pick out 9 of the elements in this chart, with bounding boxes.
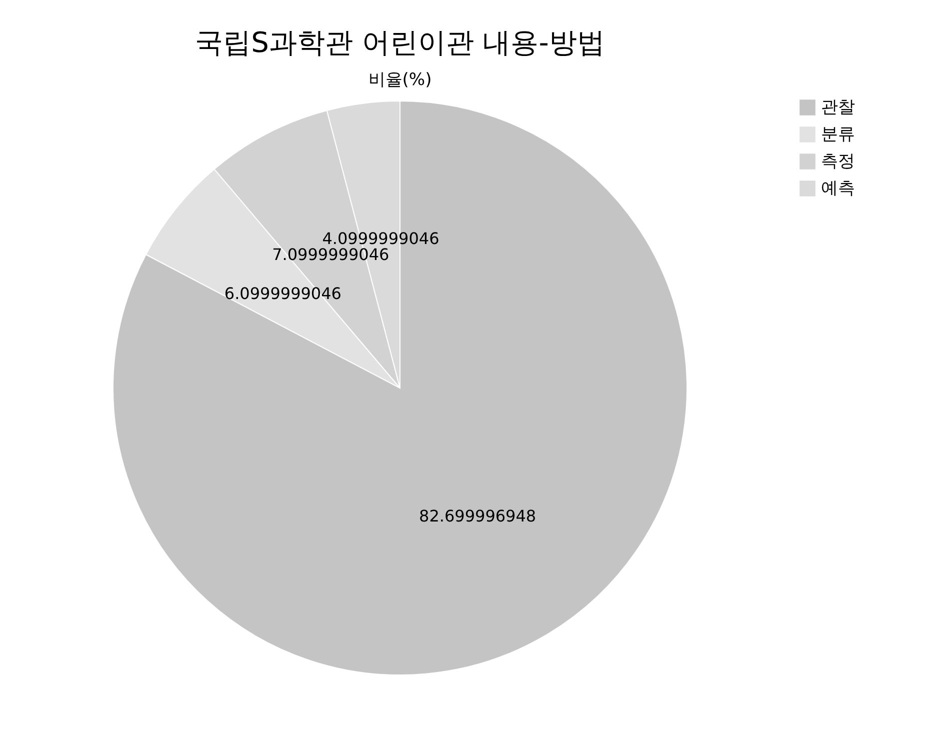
legend-label: 분류 (821, 124, 855, 144)
chart-title: 국립S과학관 어린이관 내용-방법 (195, 26, 605, 59)
data-label: 82.699996948 (419, 506, 536, 526)
data-label: 6.0999999046 (224, 284, 342, 304)
legend-label: 예측 (821, 178, 855, 198)
legend-label: 관찰 (821, 98, 855, 118)
pie-slice (112, 100, 688, 676)
legend-label: 측정 (821, 152, 855, 172)
chart-subtitle: 비율(%) (368, 70, 432, 90)
